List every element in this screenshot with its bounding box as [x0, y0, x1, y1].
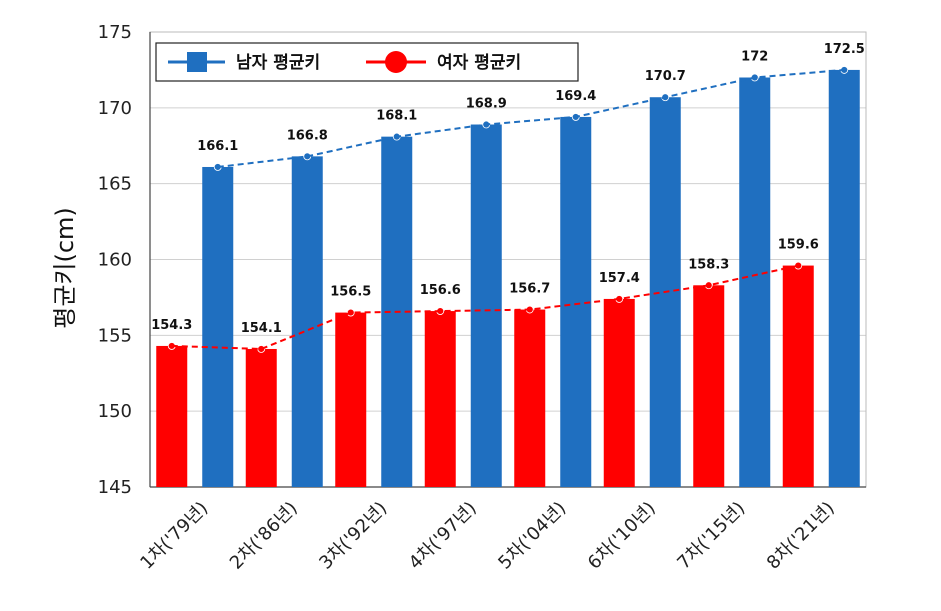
male-data-label: 168.9 — [466, 97, 507, 112]
female-data-label: 156.7 — [509, 282, 550, 297]
trend-lines — [167, 66, 849, 353]
y-tick-label: 145 — [98, 477, 132, 498]
male-data-label: 168.1 — [376, 109, 417, 124]
y-tick-label: 155 — [98, 325, 132, 346]
legend-female-marker — [385, 51, 407, 73]
x-tick-label: 2차('86년) — [226, 498, 302, 574]
male-data-label: 172.5 — [824, 42, 865, 57]
x-tick-label: 4차('97년) — [405, 498, 481, 574]
x-tick-label: 1차('79년) — [136, 498, 212, 574]
male-data-label: 166.8 — [287, 128, 328, 143]
legend-male-label: 남자 평균키 — [236, 53, 320, 73]
legend-male-marker — [187, 52, 207, 72]
female-data-label: 158.3 — [688, 257, 729, 272]
male-data-label: 169.4 — [555, 89, 596, 104]
y-tick-label: 160 — [98, 250, 132, 271]
female-bar — [514, 309, 546, 487]
x-tick-label: 5차('04년) — [494, 498, 570, 574]
male-trend-line — [217, 68, 845, 168]
y-tick-label: 175 — [98, 22, 132, 43]
male-data-label: 166.1 — [197, 139, 238, 154]
x-tick-label: 7차('15년) — [673, 498, 749, 574]
female-bar — [603, 298, 635, 487]
female-bar — [424, 311, 456, 487]
female-bar — [693, 285, 725, 487]
data-labels: 154.3 154.1 156.5 156.6 156.7 157.4 158.3 159.6… — [151, 42, 865, 336]
male-bar — [739, 77, 771, 487]
female-data-label: 157.4 — [599, 271, 640, 286]
female-data-label: 154.3 — [151, 318, 192, 333]
male-data-label: 172 — [741, 50, 768, 65]
male-bar — [470, 124, 502, 488]
y-tick-label: 170 — [98, 98, 132, 119]
y-axis-label: 평균키(cm) — [51, 207, 79, 329]
y-tick-label: 165 — [98, 174, 132, 195]
female-data-label: 159.6 — [778, 238, 819, 253]
male-bar — [828, 69, 860, 488]
female-bar — [156, 345, 188, 487]
male-bar — [291, 156, 323, 487]
female-data-label: 156.5 — [330, 285, 371, 300]
legend-female-label: 여자 평균키 — [437, 53, 521, 73]
male-bar — [202, 166, 234, 487]
female-data-label: 154.1 — [241, 321, 282, 336]
x-tick-label: 8차('21년) — [763, 498, 839, 574]
female-bar — [782, 265, 814, 487]
female-bar — [335, 312, 367, 487]
female-bar — [245, 348, 277, 487]
bars — [156, 69, 860, 488]
y-tick-label: 150 — [98, 401, 132, 422]
x-tick-label: 3차('92년) — [315, 498, 391, 574]
male-data-label: 170.7 — [645, 69, 686, 84]
x-tick-label: 6차('10년) — [584, 498, 660, 574]
female-data-label: 156.6 — [420, 283, 461, 298]
legend: 남자 평균키 여자 평균키 — [155, 42, 579, 82]
female-trend-line — [171, 264, 799, 351]
